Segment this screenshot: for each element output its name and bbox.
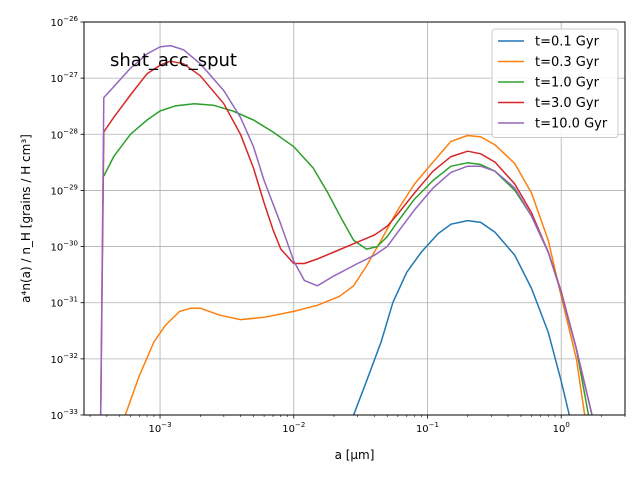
series-layer	[99, 44, 593, 416]
series-line-1	[124, 134, 586, 416]
legend-label-1: t=0.3 Gyr	[535, 55, 600, 70]
grid	[84, 21, 625, 416]
series-line-3	[99, 60, 593, 416]
series-line-2	[103, 102, 590, 416]
x-axis-label: a [μm]	[335, 448, 375, 462]
legend-label-0: t=0.1 Gyr	[535, 35, 600, 50]
y-tick-label: 10−28	[50, 127, 78, 141]
x-tick-label: 10−2	[282, 421, 305, 435]
y-tick-label: 10−26	[50, 15, 78, 29]
y-tick-label: 10−30	[50, 240, 78, 254]
legend-label-3: t=3.0 Gyr	[535, 96, 600, 111]
series-line-4	[99, 44, 593, 416]
legend: t=0.1 Gyr t=0.3 Gyr t=1.0 Gyr t=3.0 Gyr t=10…	[491, 28, 619, 138]
legend-label-4: t=10.0 Gyr	[535, 117, 608, 132]
plot-frame	[83, 21, 626, 416]
x-tick-label: 10−3	[149, 421, 172, 435]
legend-box	[491, 28, 619, 138]
chart-annotation: shat_acc_sput	[110, 50, 237, 71]
y-tick-label: 10−27	[50, 71, 78, 85]
series-line-0	[352, 219, 571, 416]
y-tick-label: 10−29	[50, 183, 78, 197]
x-tick-label: 10−1	[416, 421, 439, 435]
x-tick-label: 100	[553, 421, 570, 435]
y-tick-label: 10−33	[50, 408, 78, 422]
y-tick-label: 10−32	[50, 352, 78, 366]
ticks: 10−3 10−2 10−1 100 10−26 10−27 10−28 10−29 10−30…	[50, 15, 626, 435]
y-axis-label: a⁴n(a) / n_H [grains / H cm³]	[19, 134, 33, 303]
y-tick-label: 10−31	[50, 296, 78, 310]
legend-label-2: t=1.0 Gyr	[535, 76, 600, 91]
